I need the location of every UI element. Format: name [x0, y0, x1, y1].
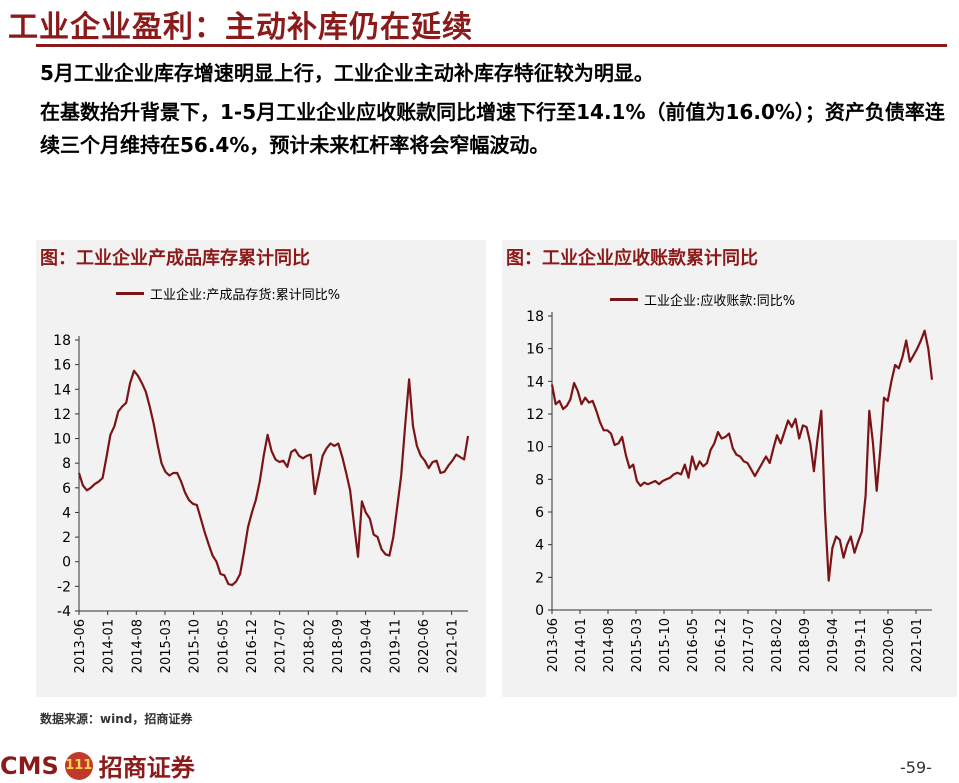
x-tick-label: 2019-04 — [360, 619, 375, 673]
y-tick-label: 6 — [535, 505, 544, 521]
x-tick-label: 2019-04 — [826, 618, 841, 672]
y-tick-label: 12 — [526, 407, 544, 423]
x-tick-label: 2015-10 — [658, 618, 673, 672]
y-tick-label: 2 — [535, 570, 544, 586]
logo-company-name: 招商证券 — [98, 753, 195, 782]
series-line — [77, 369, 470, 587]
x-tick-label: 2014-01 — [574, 618, 589, 672]
summary-line-1: 5月工业企业库存增速明显上行，工业企业主动补库存特征较为明显。 — [40, 61, 654, 85]
chart-panel-inventory: 图：工业企业产成品库存累计同比 工业企业:产成品存货:累计同比% -4 -2 0 2 4… — [36, 240, 486, 697]
x-tick-label: 2016-05 — [216, 619, 231, 673]
y-tick-label: 0 — [62, 555, 71, 571]
y-tick-label: 8 — [535, 472, 544, 488]
y-tick-label: 8 — [62, 456, 71, 472]
summary-line-2: 在基数抬升背景下，1-5月工业企业应收账款同比增速下行至14.1%（前值为16.… — [40, 100, 945, 157]
y-tick-label: 4 — [535, 538, 544, 554]
y-tick-label: 18 — [53, 333, 71, 349]
chart-legend: 工业企业:产成品存货:累计同比% — [116, 284, 340, 303]
title-divider — [36, 44, 947, 47]
y-tick-label: 10 — [526, 440, 544, 456]
y-tick-label: -2 — [57, 579, 71, 595]
x-tick-label: 2015-03 — [159, 619, 174, 673]
x-tick-label: 2014-08 — [130, 619, 145, 673]
x-tick-label: 2020-06 — [882, 618, 897, 672]
data-source-note: 数据来源：wind，招商证券 — [40, 712, 193, 726]
x-tick-label: 2016-12 — [714, 618, 729, 672]
chart-title: 图：工业企业产成品库存累计同比 — [40, 248, 310, 269]
x-tick-label: 2017-07 — [742, 618, 757, 672]
y-tick-label: -4 — [57, 604, 71, 620]
legend-line-swatch — [116, 292, 144, 295]
x-tick-label: 2019-11 — [854, 618, 869, 672]
x-tick-label: 2018-09 — [798, 618, 813, 672]
chart-legend: 工业企业:应收账款:同比% — [610, 290, 795, 309]
chart-panel-receivables: 图：工业企业应收账款累计同比 工业企业:应收账款:同比% 0 2 4 6 8 10 12 14… — [502, 240, 957, 697]
x-tick-label: 2018-09 — [331, 619, 346, 673]
x-tick-label: 2018-02 — [770, 618, 785, 672]
x-tick-label: 2017-07 — [274, 619, 289, 673]
legend-label: 工业企业:应收账款:同比% — [644, 294, 796, 309]
x-tick-label: 2016-12 — [245, 619, 260, 673]
x-tick-label: 2018-02 — [302, 619, 317, 673]
y-tick-label: 6 — [62, 481, 71, 497]
y-tick-label: 10 — [53, 432, 71, 448]
y-tick-label: 16 — [526, 342, 544, 358]
x-tick-label: 2019-11 — [388, 619, 403, 673]
logo-emblem-icon: 111 — [64, 751, 93, 780]
x-tick-label: 2021-01 — [446, 619, 461, 673]
page-number: -59- — [900, 758, 932, 777]
y-tick-label: 2 — [62, 530, 71, 546]
series-line — [550, 329, 934, 582]
y-tick-label: 4 — [62, 505, 71, 521]
x-tick-label: 2013-06 — [73, 619, 88, 673]
x-tick-label: 2020-06 — [417, 619, 432, 673]
company-logo: CMS 111 招商证券 — [0, 748, 195, 783]
x-tick-label: 2021-01 — [910, 618, 925, 672]
receivables-line-chart: 0 2 4 6 8 10 12 14 16 18 2013-06 2014-01 2014-08 2015… — [526, 309, 934, 672]
legend-line-swatch — [610, 298, 638, 301]
legend-label: 工业企业:产成品存货:累计同比% — [150, 288, 341, 303]
x-tick-label: 2013-06 — [546, 618, 561, 672]
x-tick-label: 2015-10 — [188, 619, 203, 673]
y-tick-label: 14 — [526, 374, 544, 390]
x-tick-label: 2014-08 — [602, 618, 617, 672]
inventory-line-chart: -4 -2 0 2 4 6 8 10 12 14 16 18 2013-06 2014-01 2014-08… — [53, 333, 470, 673]
y-tick-label: 14 — [53, 382, 71, 398]
x-tick-label: 2015-03 — [630, 618, 645, 672]
chart-title: 图：工业企业应收账款累计同比 — [506, 248, 758, 269]
y-tick-label: 0 — [535, 603, 544, 619]
y-tick-label: 18 — [526, 309, 544, 325]
y-tick-label: 12 — [53, 407, 71, 423]
x-tick-label: 2014-01 — [102, 619, 117, 673]
x-tick-label: 2016-05 — [686, 618, 701, 672]
logo-cms-text: CMS — [0, 751, 59, 780]
y-tick-label: 16 — [53, 358, 71, 374]
page-title: 工业企业盈利：主动补库仍在延续 — [8, 10, 473, 45]
